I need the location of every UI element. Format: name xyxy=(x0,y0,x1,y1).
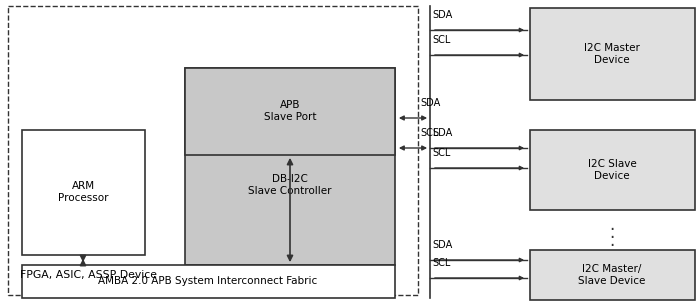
Text: SDA: SDA xyxy=(432,128,452,138)
Text: APB
Slave Port: APB Slave Port xyxy=(264,100,316,122)
Bar xyxy=(8,6,418,295)
Text: SCL: SCL xyxy=(432,148,450,158)
Bar xyxy=(22,130,145,255)
Text: SCL: SCL xyxy=(432,35,450,45)
Text: .: . xyxy=(610,224,615,242)
Bar xyxy=(22,265,395,298)
Text: FPGA, ASIC, ASSP Device: FPGA, ASIC, ASSP Device xyxy=(20,270,157,280)
Bar xyxy=(185,68,395,155)
Text: AMBA 2.0 APB System Interconnect Fabric: AMBA 2.0 APB System Interconnect Fabric xyxy=(99,276,318,286)
Text: .: . xyxy=(610,232,615,250)
Text: I2C Master/
Slave Device: I2C Master/ Slave Device xyxy=(578,264,645,286)
Text: .: . xyxy=(610,216,615,234)
Bar xyxy=(530,250,695,300)
Bar xyxy=(530,130,695,210)
Text: SDA: SDA xyxy=(420,98,440,108)
Text: ARM
Processor: ARM Processor xyxy=(57,181,108,203)
Text: SDA: SDA xyxy=(432,240,452,250)
Text: DB-I2C
Slave Controller: DB-I2C Slave Controller xyxy=(248,174,332,196)
Text: SDA: SDA xyxy=(432,10,452,20)
Bar xyxy=(530,8,695,100)
Text: SCL: SCL xyxy=(432,258,450,268)
Text: I2C Slave
Device: I2C Slave Device xyxy=(587,159,636,181)
Text: SCL: SCL xyxy=(420,128,438,138)
Bar xyxy=(185,68,395,265)
Text: I2C Master
Device: I2C Master Device xyxy=(584,43,640,65)
